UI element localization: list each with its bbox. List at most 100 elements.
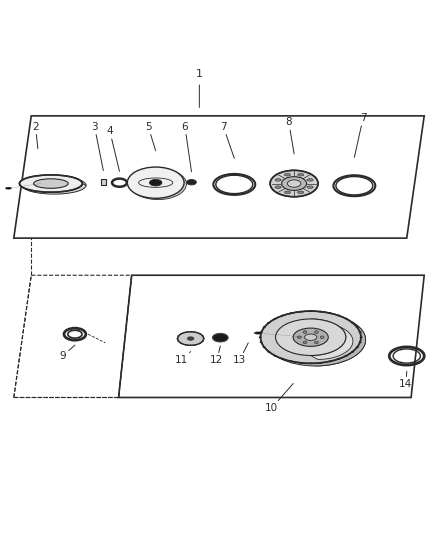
- Ellipse shape: [19, 184, 21, 185]
- Ellipse shape: [80, 186, 81, 187]
- Ellipse shape: [19, 175, 82, 192]
- Ellipse shape: [21, 180, 22, 181]
- Ellipse shape: [81, 183, 83, 184]
- Ellipse shape: [61, 175, 63, 176]
- Ellipse shape: [314, 341, 318, 344]
- Ellipse shape: [284, 191, 290, 193]
- Ellipse shape: [30, 176, 32, 177]
- Ellipse shape: [263, 327, 266, 328]
- Ellipse shape: [34, 175, 36, 176]
- Ellipse shape: [26, 177, 28, 179]
- Ellipse shape: [70, 190, 72, 191]
- Ellipse shape: [149, 180, 162, 186]
- Text: 7: 7: [220, 122, 234, 158]
- Ellipse shape: [282, 176, 307, 190]
- Ellipse shape: [309, 362, 312, 364]
- Ellipse shape: [304, 334, 317, 341]
- Ellipse shape: [307, 186, 313, 189]
- Ellipse shape: [184, 344, 187, 345]
- Ellipse shape: [201, 335, 204, 336]
- Ellipse shape: [344, 355, 348, 357]
- Ellipse shape: [262, 326, 266, 328]
- Ellipse shape: [297, 174, 304, 176]
- Ellipse shape: [78, 179, 79, 180]
- Ellipse shape: [309, 362, 312, 364]
- Ellipse shape: [275, 186, 281, 189]
- Ellipse shape: [74, 177, 76, 179]
- Ellipse shape: [263, 346, 266, 348]
- Text: 5: 5: [145, 122, 155, 151]
- Ellipse shape: [309, 310, 312, 312]
- Text: 13: 13: [233, 343, 248, 365]
- Ellipse shape: [290, 312, 293, 314]
- Ellipse shape: [130, 168, 187, 199]
- Ellipse shape: [328, 312, 331, 314]
- Ellipse shape: [77, 179, 79, 180]
- Ellipse shape: [180, 333, 183, 334]
- Ellipse shape: [177, 338, 179, 339]
- Ellipse shape: [190, 345, 192, 346]
- Ellipse shape: [359, 336, 363, 338]
- Ellipse shape: [344, 318, 348, 320]
- Ellipse shape: [281, 358, 284, 360]
- Ellipse shape: [281, 314, 285, 317]
- Ellipse shape: [201, 341, 204, 342]
- Ellipse shape: [337, 314, 340, 317]
- Ellipse shape: [50, 174, 52, 175]
- Ellipse shape: [26, 189, 28, 190]
- Ellipse shape: [319, 311, 322, 312]
- Ellipse shape: [177, 341, 180, 342]
- Ellipse shape: [290, 312, 293, 314]
- Ellipse shape: [70, 176, 72, 177]
- Ellipse shape: [194, 332, 197, 333]
- Polygon shape: [127, 183, 187, 184]
- Ellipse shape: [320, 336, 324, 338]
- Ellipse shape: [22, 176, 86, 194]
- Ellipse shape: [303, 331, 307, 334]
- Ellipse shape: [74, 189, 76, 190]
- Ellipse shape: [265, 314, 366, 366]
- Text: 7: 7: [354, 113, 367, 157]
- Ellipse shape: [23, 179, 25, 180]
- Bar: [101, 179, 106, 185]
- Ellipse shape: [307, 179, 313, 181]
- Ellipse shape: [355, 346, 359, 348]
- Ellipse shape: [337, 358, 340, 360]
- Ellipse shape: [328, 361, 331, 362]
- Ellipse shape: [300, 362, 302, 364]
- Ellipse shape: [61, 175, 62, 176]
- Ellipse shape: [314, 331, 318, 334]
- Ellipse shape: [61, 191, 63, 192]
- Ellipse shape: [299, 362, 303, 364]
- Ellipse shape: [328, 360, 332, 362]
- Text: 2: 2: [32, 122, 39, 149]
- Ellipse shape: [187, 337, 194, 340]
- Ellipse shape: [319, 362, 322, 364]
- Ellipse shape: [290, 360, 293, 362]
- Ellipse shape: [319, 362, 322, 364]
- Ellipse shape: [259, 336, 262, 338]
- Ellipse shape: [319, 311, 322, 312]
- Ellipse shape: [273, 355, 277, 357]
- Ellipse shape: [80, 186, 81, 187]
- Ellipse shape: [259, 336, 262, 338]
- Text: 4: 4: [106, 126, 120, 171]
- Ellipse shape: [194, 344, 197, 345]
- Ellipse shape: [39, 191, 41, 192]
- Ellipse shape: [81, 183, 83, 184]
- Ellipse shape: [358, 331, 362, 333]
- Ellipse shape: [74, 177, 76, 179]
- Ellipse shape: [260, 332, 263, 333]
- Ellipse shape: [309, 310, 312, 312]
- Ellipse shape: [187, 180, 196, 185]
- Ellipse shape: [261, 311, 361, 364]
- Ellipse shape: [30, 176, 32, 177]
- Ellipse shape: [254, 332, 261, 334]
- Text: 3: 3: [91, 122, 103, 171]
- Ellipse shape: [287, 180, 301, 187]
- Ellipse shape: [180, 343, 183, 344]
- Ellipse shape: [297, 191, 304, 193]
- Ellipse shape: [337, 358, 340, 360]
- Ellipse shape: [337, 315, 340, 316]
- Ellipse shape: [21, 186, 22, 187]
